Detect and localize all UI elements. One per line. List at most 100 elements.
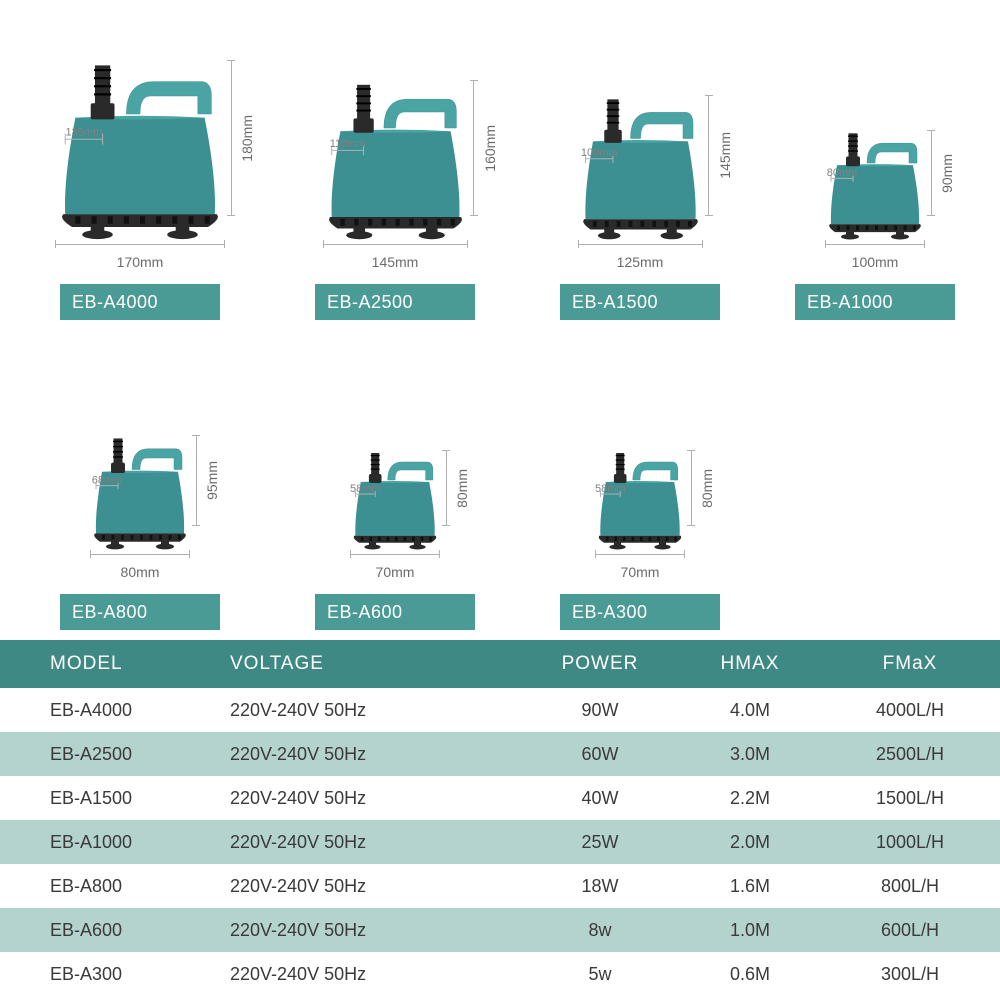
model-badge: EB-A1000 (795, 284, 955, 320)
height-label: 80mm (454, 469, 470, 508)
height-dimension: 180mm (227, 60, 273, 216)
height-dimension: 80mm (442, 450, 488, 526)
width-label: 70mm (376, 564, 415, 580)
product-cell: 100mm 145mm 125mm EB-A1500 (520, 95, 760, 320)
pump-icon: 110mm (323, 80, 468, 240)
pump-with-dimensions: 110mm 160mm 145mm (323, 80, 468, 270)
pump-icon: 58mm (350, 450, 440, 550)
width-dimension: 100mm (825, 240, 925, 270)
table-row: EB-A600220V-240V 50Hz8w1.0M600L/H (0, 908, 1000, 952)
width-label: 170mm (117, 254, 164, 270)
svg-text:68mm: 68mm (92, 474, 123, 486)
table-cell: 1000L/H (820, 832, 1000, 853)
height-dimension: 90mm (927, 130, 973, 216)
pump-with-dimensions: 80mm 90mm 100mm (825, 130, 925, 270)
table-row: EB-A1500220V-240V 50Hz40W2.2M1500L/H (0, 776, 1000, 820)
table-row: EB-A800220V-240V 50Hz18W1.6M800L/H (0, 864, 1000, 908)
pump-icon: 58mm (595, 450, 685, 550)
width-label: 145mm (372, 254, 419, 270)
table-cell: 220V-240V 50Hz (230, 700, 520, 721)
height-dimension: 160mm (470, 80, 516, 216)
table-cell: EB-A300 (0, 964, 230, 985)
svg-text:100mm: 100mm (580, 147, 617, 159)
svg-text:58mm: 58mm (595, 483, 626, 495)
table-cell: 220V-240V 50Hz (230, 920, 520, 941)
table-row: EB-A2500220V-240V 50Hz60W3.0M2500L/H (0, 732, 1000, 776)
table-cell: 1.6M (680, 876, 820, 897)
height-label: 80mm (699, 469, 715, 508)
svg-text:110mm: 110mm (329, 138, 365, 150)
svg-text:58mm: 58mm (350, 483, 381, 495)
width-label: 70mm (621, 564, 660, 580)
pump-with-dimensions: 58mm 80mm 70mm (595, 450, 685, 580)
height-dimension: 95mm (192, 435, 238, 526)
product-cell: 80mm 90mm 100mm EB-A1000 (760, 130, 990, 320)
width-dimension: 170mm (55, 240, 225, 270)
table-cell: 4000L/H (820, 700, 1000, 721)
table-cell: EB-A1000 (0, 832, 230, 853)
table-row: EB-A1000220V-240V 50Hz25W2.0M1000L/H (0, 820, 1000, 864)
table-header: MODELVOLTAGEPOWERHMAXFMaX (0, 640, 1000, 688)
table-cell: EB-A4000 (0, 700, 230, 721)
table-cell: 4.0M (680, 700, 820, 721)
spec-table: MODELVOLTAGEPOWERHMAXFMaXEB-A4000220V-24… (0, 640, 1000, 996)
table-cell: 220V-240V 50Hz (230, 788, 520, 809)
pump-with-dimensions: 58mm 80mm 70mm (350, 450, 440, 580)
pump-icon: 135mm (55, 60, 225, 240)
pump-with-dimensions: 135mm 180mm 170mm (55, 60, 225, 270)
table-header-cell: HMAX (680, 653, 820, 675)
pump-icon: 68mm (90, 435, 190, 550)
model-badge: EB-A1500 (560, 284, 720, 320)
table-cell: 2.0M (680, 832, 820, 853)
height-dimension: 145mm (705, 95, 751, 216)
table-cell: 18W (520, 876, 680, 897)
table-cell: 40W (520, 788, 680, 809)
model-badge: EB-A800 (60, 594, 220, 630)
table-header-cell: MODEL (0, 653, 230, 675)
width-label: 80mm (121, 564, 160, 580)
table-cell: EB-A800 (0, 876, 230, 897)
table-row: EB-A300220V-240V 50Hz5w0.6M300L/H (0, 952, 1000, 996)
table-cell: 800L/H (820, 876, 1000, 897)
model-badge: EB-A600 (315, 594, 475, 630)
table-cell: 1.0M (680, 920, 820, 941)
pump-with-dimensions: 100mm 145mm 125mm (578, 95, 703, 270)
table-cell: 600L/H (820, 920, 1000, 941)
table-cell: 3.0M (680, 744, 820, 765)
width-label: 100mm (852, 254, 899, 270)
table-cell: 5w (520, 964, 680, 985)
table-cell: EB-A600 (0, 920, 230, 941)
product-cell: 68mm 95mm 80mm EB-A800 (10, 435, 270, 630)
table-header-cell: POWER (520, 653, 680, 675)
width-dimension: 125mm (578, 240, 703, 270)
table-cell: 220V-240V 50Hz (230, 964, 520, 985)
table-row: EB-A4000220V-240V 50Hz90W4.0M4000L/H (0, 688, 1000, 732)
pump-icon: 80mm (825, 130, 925, 240)
table-cell: 220V-240V 50Hz (230, 744, 520, 765)
width-dimension: 80mm (90, 550, 190, 580)
model-badge: EB-A2500 (315, 284, 475, 320)
table-cell: 8w (520, 920, 680, 941)
table-cell: 220V-240V 50Hz (230, 876, 520, 897)
table-cell: 2500L/H (820, 744, 1000, 765)
svg-text:80mm: 80mm (827, 167, 858, 179)
table-cell: 220V-240V 50Hz (230, 832, 520, 853)
model-badge: EB-A300 (560, 594, 720, 630)
product-cell: 110mm 160mm 145mm EB-A2500 (270, 80, 520, 320)
width-dimension: 70mm (350, 550, 440, 580)
pump-icon: 100mm (578, 95, 703, 240)
product-cell: 135mm 180mm 170mmEB-A4000 (10, 60, 270, 320)
height-label: 180mm (239, 115, 255, 162)
width-dimension: 145mm (323, 240, 468, 270)
height-label: 95mm (204, 461, 220, 500)
table-cell: EB-A2500 (0, 744, 230, 765)
table-cell: EB-A1500 (0, 788, 230, 809)
product-gallery: 135mm 180mm 170mmEB-A4000 110mm 160mm 14… (0, 0, 1000, 640)
height-label: 160mm (482, 125, 498, 172)
width-label: 125mm (617, 254, 664, 270)
svg-text:135mm: 135mm (66, 127, 103, 139)
table-cell: 25W (520, 832, 680, 853)
width-dimension: 70mm (595, 550, 685, 580)
product-row-2: 68mm 95mm 80mm EB-A800 58mm 80mm 70mm EB-A… (10, 320, 990, 630)
product-cell: 58mm 80mm 70mm EB-A300 (520, 450, 760, 630)
